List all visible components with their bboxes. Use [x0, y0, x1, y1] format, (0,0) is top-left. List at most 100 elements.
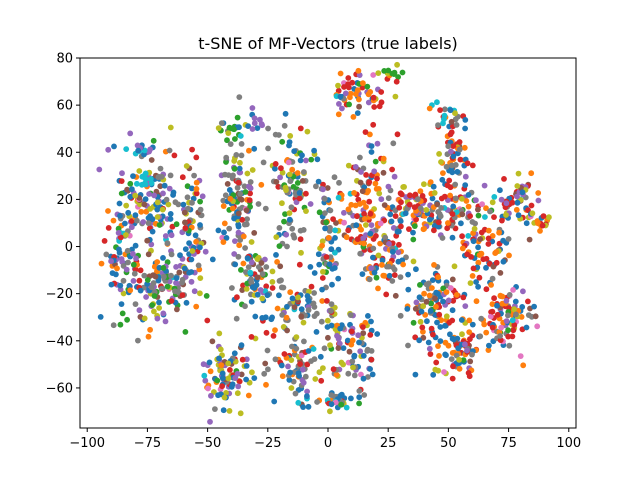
scatter-point — [447, 192, 453, 199]
scatter-point — [137, 267, 144, 274]
scatter-point — [397, 274, 404, 280]
scatter-point — [426, 345, 433, 352]
scatter-point — [412, 305, 419, 312]
scatter-point — [463, 198, 470, 204]
scatter-point — [454, 168, 461, 175]
scatter-point — [281, 218, 287, 225]
scatter-point — [351, 372, 358, 379]
scatter-point — [396, 204, 403, 211]
scatter-point — [226, 408, 233, 414]
scatter-point — [313, 329, 320, 335]
scatter-point — [443, 352, 449, 359]
scatter-point — [429, 195, 436, 202]
scatter-point — [365, 313, 371, 319]
scatter-point — [475, 259, 482, 266]
scatter-point — [401, 184, 407, 190]
scatter-point — [151, 308, 157, 315]
scatter-point — [117, 212, 123, 219]
scatter-point — [287, 289, 294, 296]
scatter-point — [500, 258, 507, 265]
scatter-point — [450, 297, 457, 304]
scatter-point — [496, 229, 502, 236]
scatter-point — [128, 224, 135, 231]
scatter-point — [380, 169, 387, 176]
scatter-point — [127, 130, 134, 137]
scatter-point — [241, 221, 248, 228]
scatter-point — [276, 243, 283, 250]
scatter-point — [311, 147, 317, 154]
scatter-point — [462, 341, 468, 348]
scatter-point — [513, 206, 520, 213]
scatter-point — [125, 209, 132, 216]
scatter-point — [189, 199, 195, 206]
scatter-point — [456, 356, 462, 363]
scatter-point — [466, 329, 473, 335]
x-tick-label: −75 — [134, 436, 161, 451]
scatter-point — [235, 210, 242, 217]
scatter-point — [279, 200, 285, 207]
scatter-point — [296, 261, 303, 268]
scatter-point — [425, 280, 432, 287]
scatter-point — [236, 378, 243, 385]
scatter-point — [421, 225, 427, 232]
scatter-point — [328, 246, 335, 253]
scatter-point — [242, 303, 248, 310]
scatter-point — [420, 303, 426, 310]
scatter-point — [117, 234, 124, 241]
scatter-point — [237, 133, 244, 139]
scatter-point — [429, 285, 435, 291]
scatter-point — [146, 191, 153, 197]
scatter-point — [528, 202, 535, 209]
scatter-point — [209, 338, 216, 345]
scatter-point — [257, 116, 263, 123]
scatter-point — [280, 324, 287, 330]
scatter-point — [449, 335, 456, 342]
scatter-point — [290, 378, 297, 385]
scatter-point — [352, 164, 359, 170]
scatter-point — [451, 263, 458, 270]
scatter-point — [298, 313, 305, 320]
scatter-point — [188, 256, 195, 263]
scatter-point — [379, 262, 385, 268]
scatter-point — [452, 195, 459, 202]
scatter-point — [234, 390, 241, 397]
scatter-point — [385, 183, 392, 190]
scatter-point — [396, 241, 402, 248]
scatter-point — [368, 356, 375, 363]
scatter-point — [298, 306, 305, 313]
scatter-point — [437, 213, 444, 220]
scatter-point — [242, 245, 249, 251]
scatter-point — [177, 252, 183, 259]
scatter-point — [348, 201, 355, 208]
scatter-point — [147, 176, 154, 182]
scatter-point — [279, 169, 286, 176]
scatter-point — [467, 336, 473, 342]
scatter-point — [347, 94, 353, 101]
scatter-point — [470, 238, 477, 245]
scatter-point — [453, 352, 460, 359]
scatter-point — [440, 120, 446, 127]
scatter-point — [368, 222, 375, 229]
scatter-point — [278, 165, 284, 172]
scatter-point — [427, 308, 434, 314]
scatter-point — [506, 342, 513, 349]
scatter-point — [127, 180, 134, 187]
scatter-point — [271, 398, 278, 405]
scatter-point — [301, 338, 307, 345]
scatter-point — [469, 219, 476, 225]
scatter-point — [272, 165, 278, 172]
scatter-point — [385, 263, 392, 270]
scatter-point — [411, 204, 418, 211]
scatter-point — [149, 302, 156, 308]
scatter-point — [303, 157, 309, 164]
scatter-point — [142, 175, 149, 182]
scatter-point — [512, 298, 519, 305]
scatter-point — [111, 143, 117, 150]
scatter-point — [441, 193, 448, 200]
scatter-point — [199, 193, 206, 200]
scatter-point — [234, 294, 240, 301]
scatter-point — [381, 202, 388, 209]
scatter-point — [260, 159, 267, 166]
y-tick-label: 60 — [56, 99, 73, 114]
scatter-point — [361, 392, 368, 398]
